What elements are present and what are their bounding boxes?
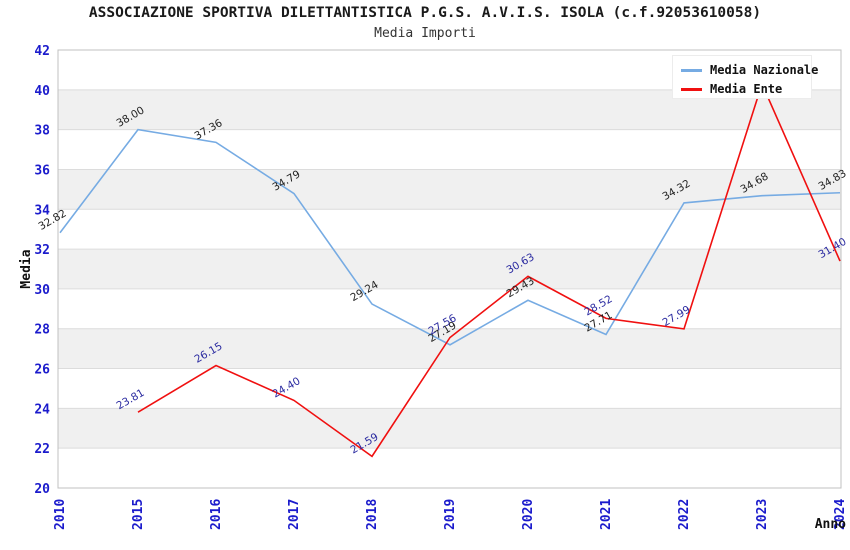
- legend-label-media-ente: Media Ente: [710, 82, 783, 96]
- x-tick-label: 2019: [443, 499, 458, 530]
- x-tick-label: 2023: [755, 499, 770, 530]
- plot-band: [58, 408, 841, 449]
- plot-border: [57, 49, 842, 489]
- y-tick-label: 38: [34, 124, 50, 139]
- legend-swatch-media-ente-icon: [681, 87, 702, 91]
- x-axis-title: Anno: [815, 517, 846, 532]
- y-tick-label: 22: [34, 442, 50, 457]
- x-tick-label: 2010: [53, 499, 68, 530]
- plot-band: [58, 169, 841, 210]
- chart-subtitle: Media Importi: [374, 26, 476, 41]
- x-tick-label: 2020: [521, 499, 536, 530]
- series-line-media-ente: [137, 81, 841, 458]
- legend-item-media-ente: Media Ente: [681, 81, 811, 97]
- plot-band: [58, 328, 841, 369]
- y-tick-label: 42: [34, 44, 50, 59]
- chart-title: ASSOCIAZIONE SPORTIVA DILETTANTISTICA P.…: [88, 5, 762, 21]
- y-tick-label: 26: [34, 363, 50, 378]
- y-tick-label: 34: [34, 203, 50, 218]
- x-tick-label: 2022: [677, 499, 692, 530]
- y-tick-label: 20: [34, 482, 50, 497]
- y-tick-label: 30: [34, 283, 50, 298]
- plot-band: [58, 249, 841, 289]
- x-tick-label: 2018: [365, 499, 380, 530]
- y-tick-label: 36: [34, 163, 50, 178]
- y-axis-title: Media: [19, 249, 34, 288]
- legend-swatch-media-nazionale-icon: [681, 68, 702, 72]
- series-line-media-nazionale: [59, 128, 841, 346]
- data-label-media-ente: 27.99: [660, 304, 692, 329]
- x-tick-label: 2016: [209, 499, 224, 530]
- y-tick-label: 24: [34, 402, 50, 417]
- x-tick-label: 2021: [599, 499, 614, 530]
- x-tick-label: 2017: [287, 499, 302, 530]
- legend: Media Nazionale Media Ente: [672, 55, 818, 99]
- x-tick-label: 2024: [833, 499, 848, 530]
- y-tick-label: 28: [34, 323, 50, 338]
- x-tick-label: 2015: [131, 499, 146, 530]
- legend-label-media-nazionale: Media Nazionale: [710, 63, 819, 77]
- y-tick-label: 40: [34, 84, 50, 99]
- y-tick-label: 32: [34, 243, 50, 258]
- legend-item-media-nazionale: Media Nazionale: [681, 62, 818, 78]
